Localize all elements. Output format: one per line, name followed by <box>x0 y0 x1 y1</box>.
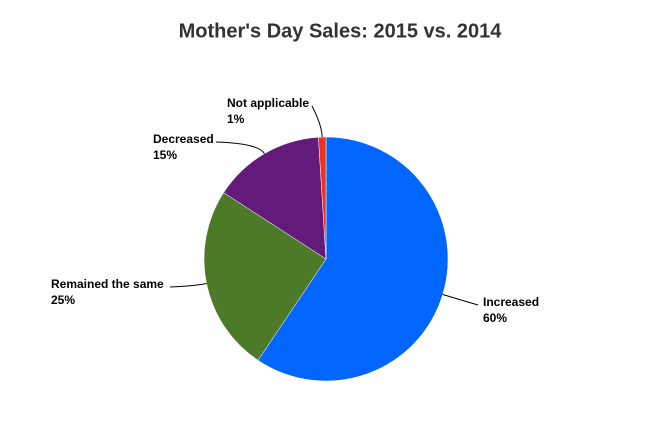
leader-line <box>169 283 207 288</box>
pie-slice <box>203 192 327 361</box>
chart-title: Mother's Day Sales: 2015 vs. 2014 <box>179 20 503 42</box>
slice-label: Increased <box>483 295 539 309</box>
leader-line <box>442 294 479 306</box>
slice-value-label: 60% <box>483 311 507 325</box>
leader-line <box>311 105 323 138</box>
slice-label: Remained the same <box>51 277 164 291</box>
slice-value-label: 25% <box>51 293 75 307</box>
slice-label: Decreased <box>153 132 214 146</box>
slice-value-label: 1% <box>227 112 245 126</box>
slice-label: Not applicable <box>227 96 309 110</box>
leader-line <box>215 141 265 154</box>
pie-slice <box>223 136 327 260</box>
slice-value-label: 15% <box>153 148 177 162</box>
